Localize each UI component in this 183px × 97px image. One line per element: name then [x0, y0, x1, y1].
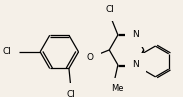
Text: Cl: Cl — [106, 5, 115, 14]
Text: Cl: Cl — [66, 90, 75, 97]
Text: Cl: Cl — [2, 47, 11, 56]
Text: N: N — [132, 60, 139, 69]
Text: N: N — [132, 30, 139, 39]
Text: Me: Me — [111, 84, 123, 93]
Text: O: O — [87, 53, 94, 62]
